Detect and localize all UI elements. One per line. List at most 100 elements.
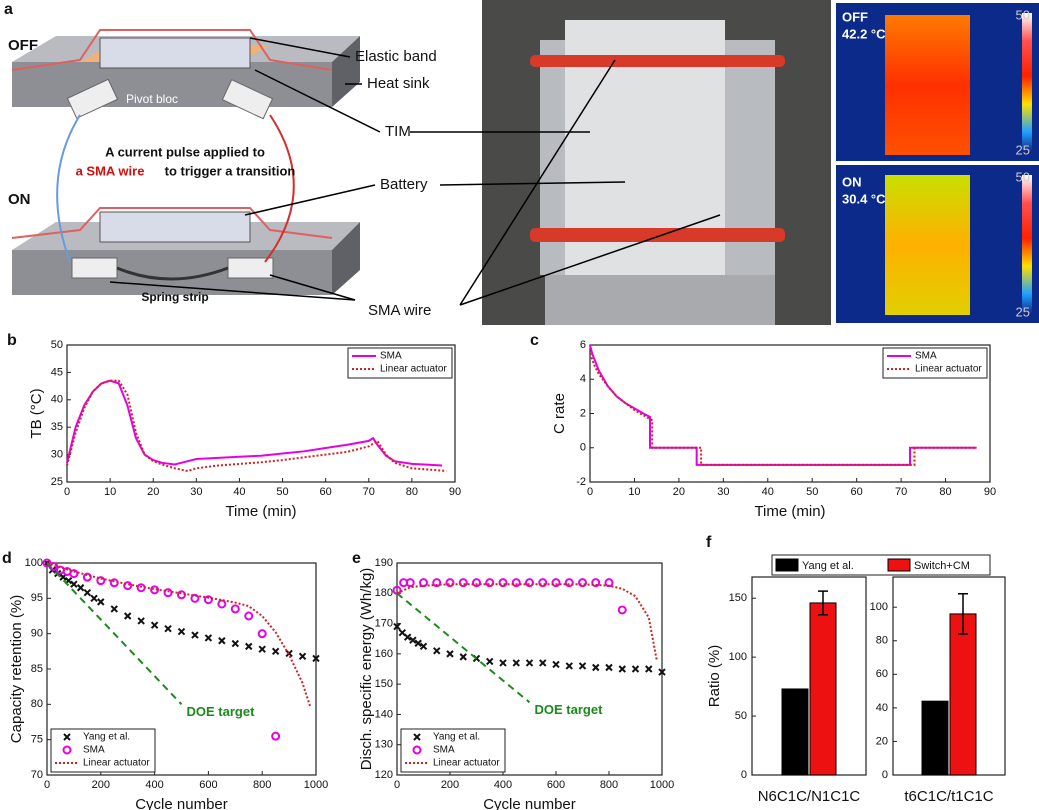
x-tick-label: 0 bbox=[394, 779, 400, 791]
leader-lines bbox=[109, 37, 381, 301]
bar bbox=[781, 688, 809, 776]
marker bbox=[412, 745, 422, 755]
plot-frame bbox=[396, 562, 663, 776]
x-axis-label: Cycle number bbox=[483, 796, 576, 810]
series-line bbox=[66, 379, 443, 467]
marker bbox=[605, 663, 613, 672]
legend-swatch bbox=[775, 558, 799, 572]
y-tick-label: 6 bbox=[580, 339, 586, 351]
x-tick-label: 600 bbox=[199, 779, 217, 791]
marker bbox=[409, 636, 417, 644]
plot-frame bbox=[892, 576, 1006, 776]
marker bbox=[217, 599, 227, 609]
y-tick-label: 60 bbox=[876, 668, 888, 680]
marker bbox=[459, 653, 467, 661]
marker bbox=[245, 642, 253, 651]
x-tick-label: 600 bbox=[547, 779, 565, 791]
y-axis-label: Capacity retention (%) bbox=[8, 595, 25, 743]
pivot-left-on bbox=[71, 257, 118, 279]
x-tick-label: 90 bbox=[984, 486, 996, 498]
series-line bbox=[396, 583, 658, 661]
x-tick-label: 1000 bbox=[650, 779, 674, 791]
marker bbox=[551, 578, 561, 588]
y-axis-label: C rate bbox=[551, 393, 568, 434]
marker bbox=[271, 647, 280, 656]
marker bbox=[446, 650, 454, 658]
marker bbox=[137, 617, 145, 625]
x-tick-label: 0 bbox=[44, 779, 50, 791]
error-bar bbox=[958, 593, 968, 635]
x-axis-label: Time (min) bbox=[225, 503, 296, 520]
marker bbox=[403, 633, 412, 641]
y-tick-label: 100 bbox=[25, 557, 43, 569]
error-bar bbox=[818, 590, 828, 616]
marker bbox=[298, 652, 307, 660]
callout: Spring strip bbox=[141, 290, 208, 304]
y-tick-label: 50 bbox=[735, 710, 747, 722]
plot-frame bbox=[751, 576, 867, 776]
marker bbox=[231, 639, 240, 648]
panel-label: f bbox=[706, 534, 712, 551]
marker bbox=[617, 605, 627, 615]
x-tick-label: 40 bbox=[233, 486, 245, 498]
schematic: a OFF ON Elastic band Heat sink Pivot bl… bbox=[4, 1, 437, 319]
y-tick-label: 150 bbox=[375, 678, 393, 690]
x-tick-label: 80 bbox=[406, 486, 418, 498]
y-tick-label: 30 bbox=[51, 449, 63, 461]
annotation: DOE target bbox=[187, 704, 256, 719]
marker bbox=[432, 578, 442, 588]
marker bbox=[564, 578, 574, 588]
panel-label: d bbox=[2, 550, 12, 567]
band-off bbox=[11, 29, 333, 71]
panel-label: b bbox=[7, 332, 17, 349]
marker bbox=[123, 581, 133, 591]
marker bbox=[645, 665, 653, 673]
heat-sink-side-on bbox=[332, 222, 360, 295]
legend bbox=[882, 347, 988, 379]
x-tick-label: 400 bbox=[494, 779, 512, 791]
y-tick-label: 90 bbox=[31, 628, 43, 640]
state-label: ON bbox=[8, 191, 31, 208]
thermal-temp: 30.4 °C bbox=[842, 191, 886, 206]
marker bbox=[164, 625, 172, 633]
legend-label: SMA bbox=[83, 745, 105, 756]
marker bbox=[203, 595, 213, 605]
panel-label: c bbox=[530, 332, 539, 349]
x-tick-label: 50 bbox=[276, 486, 288, 498]
legend-label: Linear actuator bbox=[915, 364, 982, 375]
marker bbox=[190, 593, 200, 603]
x-tick-label: 60 bbox=[320, 486, 332, 498]
marker bbox=[218, 637, 226, 645]
marker bbox=[230, 604, 240, 614]
marker bbox=[445, 578, 455, 588]
thermal-on: ON 30.4 °C 50 25 bbox=[836, 165, 1039, 323]
callout: Elastic band bbox=[355, 48, 437, 65]
transition-arrow bbox=[264, 114, 295, 263]
legend-label: Yang et al. bbox=[433, 732, 480, 743]
callout: Heat sink bbox=[367, 75, 430, 92]
thermal-off: OFF 42.2 °C 50 25 bbox=[836, 3, 1039, 161]
marker bbox=[618, 665, 626, 673]
legend-label: Yang et al. bbox=[802, 560, 854, 572]
legend-label: SMA bbox=[380, 351, 402, 362]
note: A current pulse applied to bbox=[105, 144, 265, 159]
marker bbox=[69, 569, 79, 579]
marker bbox=[150, 585, 160, 595]
heat-sink-off bbox=[12, 62, 332, 107]
battery-on bbox=[99, 211, 251, 243]
legend-swatch bbox=[887, 558, 911, 572]
colorbar-label: 50 bbox=[1016, 7, 1030, 22]
x-tick-label: N6C1C/N1C1C bbox=[758, 788, 861, 805]
marker bbox=[578, 662, 587, 670]
x-tick-label: 50 bbox=[806, 486, 818, 498]
x-tick-label: 20 bbox=[147, 486, 159, 498]
marker bbox=[631, 665, 640, 673]
legend bbox=[771, 554, 991, 576]
x-axis-label: Time (min) bbox=[754, 503, 825, 520]
marker bbox=[63, 733, 71, 741]
callout: Pivot bloc bbox=[126, 92, 178, 106]
thermal-state: ON bbox=[842, 174, 862, 189]
y-tick-label: -2 bbox=[576, 476, 586, 488]
marker bbox=[419, 578, 428, 588]
marker bbox=[393, 622, 401, 631]
